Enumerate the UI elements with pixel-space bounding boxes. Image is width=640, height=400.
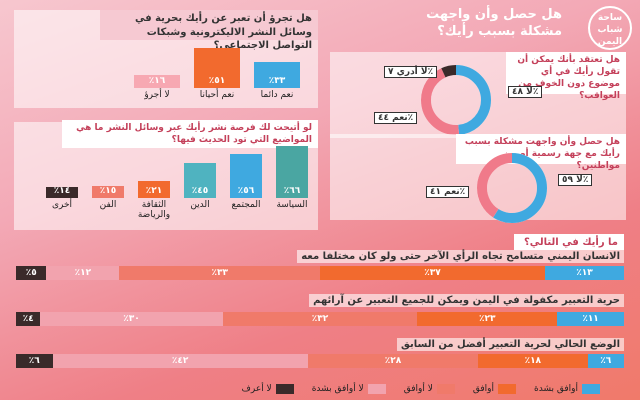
legend-swatch (498, 384, 516, 394)
q2-label-yes: نعم ٤٤٪ (374, 112, 418, 124)
q3-bar: ٪٤٥ (184, 163, 216, 198)
q2-donut-slice (421, 65, 491, 135)
q3-title: لو أتيحت لك فرصة نشر رأيك عبر وسائل النش… (62, 120, 318, 148)
q1-bar-label: نعم دائما (260, 90, 294, 100)
q3-bar-label: المجتمع (231, 200, 261, 210)
legend-label: أوافق بشدة (534, 384, 578, 394)
headline-line1: هل حصل وأن واجهت (426, 7, 562, 22)
brand-line1: ساحة (597, 13, 623, 23)
statement-3-segment: ٪٦ (587, 354, 624, 368)
q2-donut-slice (421, 65, 491, 135)
legend-swatch (436, 384, 455, 394)
legend-item-disagree: لا أوافق (404, 384, 455, 394)
q5-title: ما رأيك في التالي؟ (514, 234, 624, 250)
statement-1-segment: ٪٥ (16, 266, 47, 280)
q3-bar-label: السياسة (276, 200, 308, 210)
statement-2-segment: ٪٤ (16, 312, 41, 326)
statement-3-segment: ٪٤٢ (52, 354, 308, 368)
statement-3: الوضع الحالي لحرية التعبير أفضل من الساب… (397, 338, 624, 351)
q3-bar: ٪٥٦ (230, 154, 262, 198)
legend-swatch (582, 384, 600, 394)
q1-bar-label: لا أجرؤ (144, 90, 170, 100)
headline-line2: مشكلة بسبب رأيك؟ (437, 24, 562, 39)
q1-bar: ٪٥١ (194, 48, 240, 88)
legend-swatch (275, 384, 294, 394)
q4-donut (477, 153, 547, 223)
statement-2: حرية التعبير مكفولة في اليمن ويمكن للجمي… (309, 294, 624, 307)
q1-bar: ٪١٦ (134, 75, 180, 88)
statement-2-segment: ٪٣٢ (222, 312, 418, 326)
statement-1-bar: ٪١٣ ٪٣٧ ٪٣٣ ٪١٢ ٪٥ (16, 266, 624, 280)
q2-label-dontknow: لا أدري ٧٪ (384, 66, 438, 78)
q3-bar-label: أخرى (51, 200, 73, 210)
q3-bar: ٪١٤ (46, 186, 78, 198)
legend: أوافق بشدة أوافق لا أوافق لا أوافق بشدة … (242, 384, 600, 394)
q1-bar-label: نعم أحيانا (199, 90, 235, 100)
q3-bar: ٪٢١ (138, 181, 170, 198)
q4-title: هل حصل وأن واجهت مشكلة بسبب رأيك مع جهة … (456, 134, 626, 171)
brand-line3: اليمن (597, 37, 623, 47)
statement-1: الانسان اليمني متسامح تجاه الرأي الآخر ح… (297, 250, 624, 263)
legend-label: لا أعرف (241, 384, 272, 394)
legend-item-strongly-disagree: لا أوافق بشدة (312, 384, 386, 394)
statement-3-segment: ٪٦ (16, 354, 53, 368)
statement-1-segment: ٪٣٧ (320, 266, 545, 280)
brand-line2: شباب (597, 25, 623, 35)
statement-1-segment: ٪١٢ (46, 266, 120, 280)
legend-item-strongly-agree: أوافق بشدة (534, 384, 600, 394)
statement-2-segment: ٪١١ (557, 312, 624, 326)
q2-label-no: لا ٤٨٪ (508, 86, 543, 98)
headline: هل حصل وأن واجهت مشكلة بسبب رأيك؟ (392, 6, 562, 40)
legend-label: لا أوافق (403, 384, 433, 394)
q3-bar: ٪١٥ (92, 186, 124, 198)
statement-3-bar: ٪٦ ٪١٨ ٪٢٨ ٪٤٢ ٪٦ (16, 354, 624, 368)
statement-3-segment: ٪٢٨ (307, 354, 479, 368)
legend-label: أوافق (472, 384, 494, 394)
statement-2-segment: ٪٢٣ (417, 312, 558, 326)
statement-1-segment: ٪٣٣ (119, 266, 321, 280)
q2-donut (421, 65, 491, 135)
q3-bar: ٪٦٦ (276, 146, 308, 198)
q1-bar: ٪٣٣ (254, 62, 300, 88)
q4-donut-slice (477, 153, 547, 223)
legend-label: لا أوافق بشدة (311, 384, 364, 394)
statement-2-segment: ٪٣٠ (40, 312, 223, 326)
q1-title: هل تجرؤ أن تعبر عن رأيك بحرية في وسائل ا… (100, 10, 318, 51)
q3-bar-label: الدين (190, 200, 210, 210)
statement-1-segment: ٪١٣ (544, 266, 624, 280)
legend-swatch (367, 384, 386, 394)
statement-2-bar: ٪١١ ٪٢٣ ٪٣٢ ٪٣٠ ٪٤ (16, 312, 624, 326)
statement-3-segment: ٪١٨ (478, 354, 588, 368)
legend-item-agree: أوافق (473, 384, 516, 394)
q4-label-no: لا ٥٩٪ (558, 174, 593, 186)
q3-bar-label: الثقافة والرياضة (137, 200, 171, 220)
legend-item-dont-know: لا أعرف (242, 384, 294, 394)
q4-label-yes: نعم ٤١٪ (426, 186, 470, 198)
q3-bar-label: الفن (99, 200, 117, 210)
brand-logo: ساحة شباب اليمن (588, 6, 632, 50)
